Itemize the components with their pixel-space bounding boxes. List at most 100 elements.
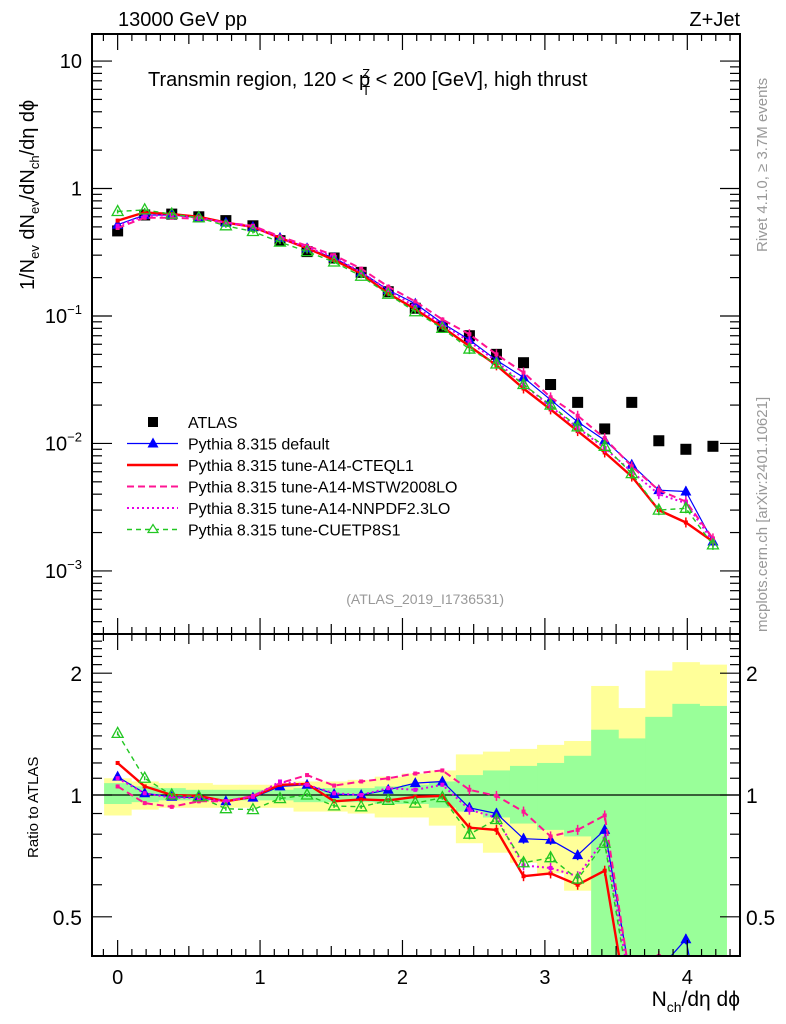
data-point [572, 849, 584, 860]
data-point [630, 988, 634, 992]
data-point [115, 226, 120, 231]
data-point [548, 834, 553, 839]
data-point [679, 500, 693, 513]
header-right: Z+Jet [689, 9, 740, 31]
data-point [413, 771, 418, 776]
data-point [494, 352, 499, 357]
x-tick-label: 4 [682, 967, 693, 989]
title-subscript: T [362, 83, 370, 98]
analysis-watermark: (ATLAS_2019_I1736531) [346, 591, 504, 607]
data-point [467, 787, 472, 792]
data-point [571, 419, 585, 432]
data-point [602, 813, 607, 818]
data-point [305, 773, 310, 778]
data-point [602, 868, 607, 873]
ratio-series [111, 726, 692, 1015]
y-tick-label: 10 [60, 51, 82, 73]
band-inner-19 [618, 738, 646, 956]
data-point [521, 874, 526, 879]
x-tick-label: 3 [539, 967, 550, 989]
data-point [169, 795, 174, 800]
data-point [305, 782, 310, 787]
data-point [548, 866, 553, 871]
data-point [521, 809, 526, 814]
data-point [142, 210, 147, 215]
legend-label: ATLAS [188, 415, 238, 432]
x-tick-label: 1 [254, 967, 265, 989]
data-point [381, 793, 395, 806]
data-point [656, 492, 661, 497]
legend-item: Pythia 8.315 tune-A14-MSTW2008LO [127, 480, 457, 497]
data-point [494, 793, 499, 798]
data-point [545, 379, 557, 391]
data-point [386, 284, 391, 289]
data-point [115, 776, 120, 781]
ratio-y-tick-label-right: 0.5 [746, 907, 775, 930]
main-series [111, 202, 720, 550]
data-point [706, 537, 720, 550]
data-point [165, 787, 179, 800]
data-point [653, 964, 664, 974]
series-line [117, 214, 714, 543]
data-point [571, 871, 585, 884]
band-inner-16 [537, 762, 565, 830]
data-point [684, 958, 688, 962]
series-line [117, 777, 627, 956]
data-point [142, 791, 147, 796]
band-inner-20 [645, 716, 673, 956]
legend-label: Pythia 8.315 tune-A14-MSTW2008LO [188, 480, 457, 497]
data-point [440, 322, 445, 327]
main-y-axis-label: 1/Nev dNev/dNch/dη dϕ [17, 100, 42, 290]
data-point [630, 993, 634, 997]
data-point [192, 210, 206, 223]
data-point [657, 1011, 661, 1015]
data-point [115, 223, 120, 228]
data-point [277, 235, 282, 240]
data-point [436, 775, 448, 786]
plot-title: Transmin region, 120 < pTZ < 200 [GeV], … [148, 66, 588, 98]
data-point [521, 370, 526, 375]
data-point [435, 320, 449, 333]
data-point [707, 440, 719, 452]
ratio-bands [92, 662, 740, 956]
data-point [246, 802, 260, 815]
ratio-y-tick-label-left: 1 [70, 785, 82, 808]
ratio-y-axis-label: Ratio to ATLAS [25, 757, 42, 858]
data-point [626, 396, 638, 408]
legend-label: Pythia 8.315 tune-A14-NNPDF2.3LO [188, 501, 450, 518]
data-point [413, 787, 418, 792]
band-inner-11 [401, 784, 430, 805]
data-point [386, 786, 391, 791]
data-point [680, 485, 692, 496]
data-point [142, 784, 147, 789]
legend: ATLAS Pythia 8.315 default Pythia 8.315 tu… [127, 415, 457, 540]
series-pythia-8-315-tune-cuetp8s1 [111, 202, 720, 550]
data-point [625, 466, 639, 479]
data-point [115, 218, 120, 223]
data-point [657, 963, 661, 967]
data-point [626, 979, 637, 989]
data-point [332, 791, 337, 796]
band-inner-0 [104, 783, 132, 805]
main-plot-frame [91, 33, 741, 635]
ratio-y-tick-label-left: 2 [70, 663, 82, 686]
rivet-label: Rivet 4.1.0, ≥ 3.7M events [754, 78, 771, 252]
data-point [440, 317, 445, 322]
data-point [142, 213, 147, 218]
data-point [467, 332, 472, 337]
data-point [192, 789, 206, 802]
data-point [408, 304, 422, 317]
data-point [548, 395, 553, 400]
data-point [115, 760, 120, 765]
data-point [138, 202, 152, 215]
data-point [142, 801, 147, 806]
ratio-y-tick-label-right: 1 [746, 785, 758, 808]
axes: 0 1 2 3 4 10 1 10−1 10−2 10−3 2 2 1 1 0.5 0.5 [45, 33, 775, 989]
data-point [250, 794, 255, 799]
mcplots-label: mcplots.cern.ch [arXiv:2401.10621] [754, 397, 771, 632]
ratio-y-tick-label-left: 0.5 [53, 907, 82, 930]
data-point [354, 268, 368, 281]
data-point [680, 933, 692, 944]
title-superscript: Z [362, 66, 370, 81]
data-point [111, 726, 125, 739]
